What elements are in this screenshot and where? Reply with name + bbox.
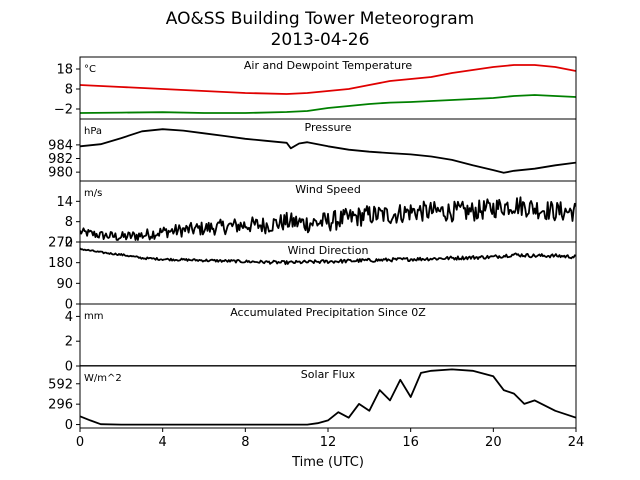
air-and-dewpoint-temperature-title: Air and Dewpoint Temperature <box>244 59 412 72</box>
pressure-unit-label: hPa <box>84 126 102 137</box>
air-and-dewpoint-temperature-unit-label: °C <box>84 64 96 75</box>
accumulated-precipitation-since-0z-unit-label: mm <box>84 311 103 322</box>
solar-flux-ytick-label: 296 <box>48 398 73 413</box>
figure-title: AO&SS Building Tower Meteorogram <box>166 9 474 29</box>
pressure-ytick-label: 984 <box>48 138 73 153</box>
air-and-dewpoint-temperature-ytick-label: 18 <box>56 63 73 78</box>
wind-direction-ytick-label: 0 <box>65 298 73 313</box>
wind-speed-ytick-label: 8 <box>65 215 73 230</box>
wind-direction-series-line-0 <box>80 247 576 266</box>
xtick-label: 20 <box>485 435 502 450</box>
xtick-label: 8 <box>241 435 249 450</box>
figure-subtitle: 2013-04-26 <box>271 30 370 50</box>
xtick-label: 0 <box>76 435 84 450</box>
accumulated-precipitation-since-0z-ytick-label: 0 <box>65 360 73 375</box>
accumulated-precipitation-since-0z-ytick-label: 2 <box>65 335 73 350</box>
wind-speed-series-line-0 <box>80 196 576 241</box>
solar-flux-series-line-0 <box>80 368 576 426</box>
solar-flux-unit-label: W/m^2 <box>84 373 122 384</box>
panel-wind-direction: 0 90 180 270 Wind Direction <box>48 236 577 313</box>
wind-direction-title: Wind Direction <box>288 244 369 257</box>
wind-speed-title: Wind Speed <box>295 183 361 196</box>
wind-speed-ytick-label: 14 <box>56 195 73 210</box>
panel-solar-flux: 0 296 592 Solar Flux W/m^2 <box>48 365 577 433</box>
wind-direction-ytick-label: 90 <box>56 277 73 292</box>
xtick-label: 12 <box>320 435 337 450</box>
wind-speed-ytick-label: 2 <box>65 236 73 251</box>
xtick-label: 16 <box>402 435 419 450</box>
xtick-label: 24 <box>568 435 585 450</box>
pressure-series-line-0 <box>80 128 576 174</box>
pressure-title: Pressure <box>305 121 352 134</box>
accumulated-precipitation-since-0z-title: Accumulated Precipitation Since 0Z <box>230 306 426 319</box>
panel-accumulated-precipitation-since-0z: 0 2 4 Accumulated Precipitation Since 0Z mm <box>65 303 577 375</box>
solar-flux-ytick-label: 0 <box>65 418 73 433</box>
solar-flux-title: Solar Flux <box>301 368 356 381</box>
panel-air-and-dewpoint-temperature: −2 8 18 Air and Dewpoint Temperature °C <box>54 56 577 120</box>
air-and-dewpoint-temperature-ytick-label: 8 <box>65 83 73 98</box>
air-and-dewpoint-temperature-series-line-0 <box>80 64 576 95</box>
pressure-ytick-label: 982 <box>48 152 73 167</box>
x-axis: 0 4 8 12 16 20 24 Time (UTC) <box>76 435 584 470</box>
air-and-dewpoint-temperature-series-line-1 <box>80 94 576 114</box>
solar-flux-ytick-label: 592 <box>48 377 73 392</box>
x-axis-label: Time (UTC) <box>291 455 364 470</box>
panel-wind-speed: 2 8 14 Wind Speed m/s <box>56 180 577 251</box>
xtick-label: 4 <box>159 435 167 450</box>
air-and-dewpoint-temperature-ytick-label: −2 <box>54 103 73 118</box>
wind-direction-ytick-label: 180 <box>48 256 73 271</box>
wind-direction-ytick-label: 270 <box>48 236 73 251</box>
accumulated-precipitation-since-0z-ytick-label: 4 <box>65 310 73 325</box>
wind-speed-unit-label: m/s <box>84 188 102 199</box>
pressure-ytick-label: 980 <box>48 166 73 181</box>
